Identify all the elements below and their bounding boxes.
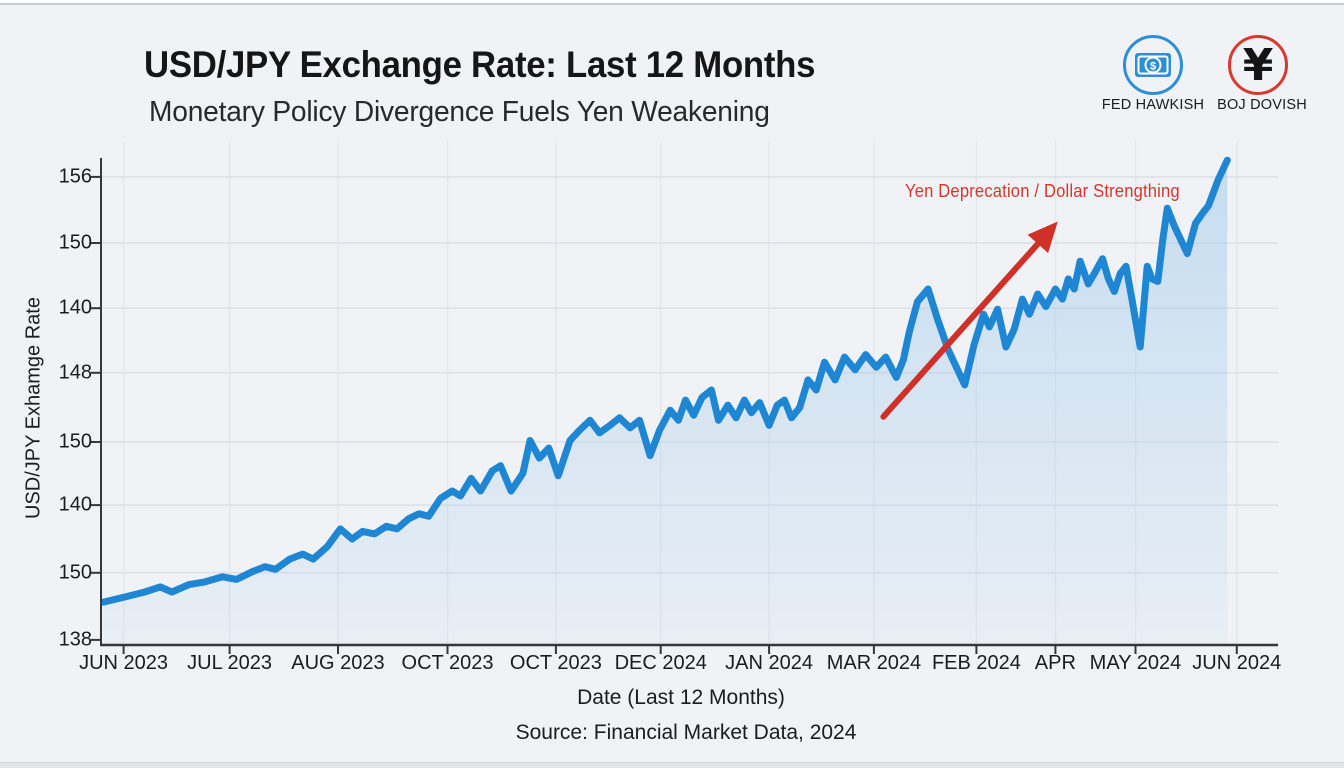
x-tick-label: FEB 2024 (931, 652, 1021, 674)
x-tick-label: DEC 2024 (614, 652, 707, 674)
bottom-border-line (0, 762, 1344, 768)
top-edge-highlight (0, 0, 1344, 3)
y-tick-label: 140 (58, 493, 92, 516)
y-tick-labels: 156 150 140 148 150 140 150 138 (0, 140, 92, 650)
boj-badge-label: BOJ DOVISH (1217, 97, 1307, 113)
x-tick-labels: JUN 2023 JUL 2023 AUG 2023 OCT 2023 OCT 2023… (79, 652, 1282, 680)
x-tick-label: APR (1034, 652, 1076, 674)
yen-sign: ¥ (1243, 40, 1274, 91)
x-tick-label: JUL 2023 (187, 652, 273, 674)
chart-title: USD/JPY Exchange Rate: Last 12 Months (144, 44, 816, 85)
y-tick-label: 156 (58, 165, 92, 188)
x-tick-label: OCT 2023 (509, 652, 602, 674)
x-tick-label: MAR 2024 (826, 652, 922, 674)
x-tick-label: JUN 2023 (79, 652, 169, 674)
y-tick-label: 150 (58, 561, 92, 584)
y-tick-label: 140 (58, 296, 92, 319)
dollar-sign: $ (1150, 61, 1156, 73)
x-axis-label: Date (Last 12 Months) (577, 686, 785, 709)
x-tick-label: JUN 2024 (1192, 652, 1282, 674)
chart-subtitle: Monetary Policy Divergence Fuels Yen Wea… (149, 96, 770, 128)
fed-dollar-icon: $ (1123, 35, 1183, 95)
boj-yen-icon: ¥ (1228, 35, 1288, 95)
plot-svg (91, 142, 1278, 654)
y-tick-label: 138 (58, 628, 92, 651)
annotation-text: Yen Deprecation / Dollar Strengthing (905, 181, 1180, 201)
fed-circle (1123, 35, 1183, 95)
y-tick-label: 150 (58, 231, 92, 254)
y-tick-label: 148 (58, 361, 92, 384)
y-tick-label: 150 (58, 430, 92, 453)
top-border-line (0, 3, 1344, 5)
x-tick-label: JAN 2024 (725, 652, 814, 674)
x-tick-label: OCT 2023 (401, 652, 494, 674)
source-caption: Source: Financial Market Data, 2024 (515, 721, 857, 744)
fed-badge-label: FED HAWKISH (1101, 97, 1205, 113)
x-tick-label: MAY 2024 (1089, 652, 1182, 674)
x-tick-label: AUG 2023 (291, 652, 385, 674)
boj-circle (1228, 35, 1288, 95)
